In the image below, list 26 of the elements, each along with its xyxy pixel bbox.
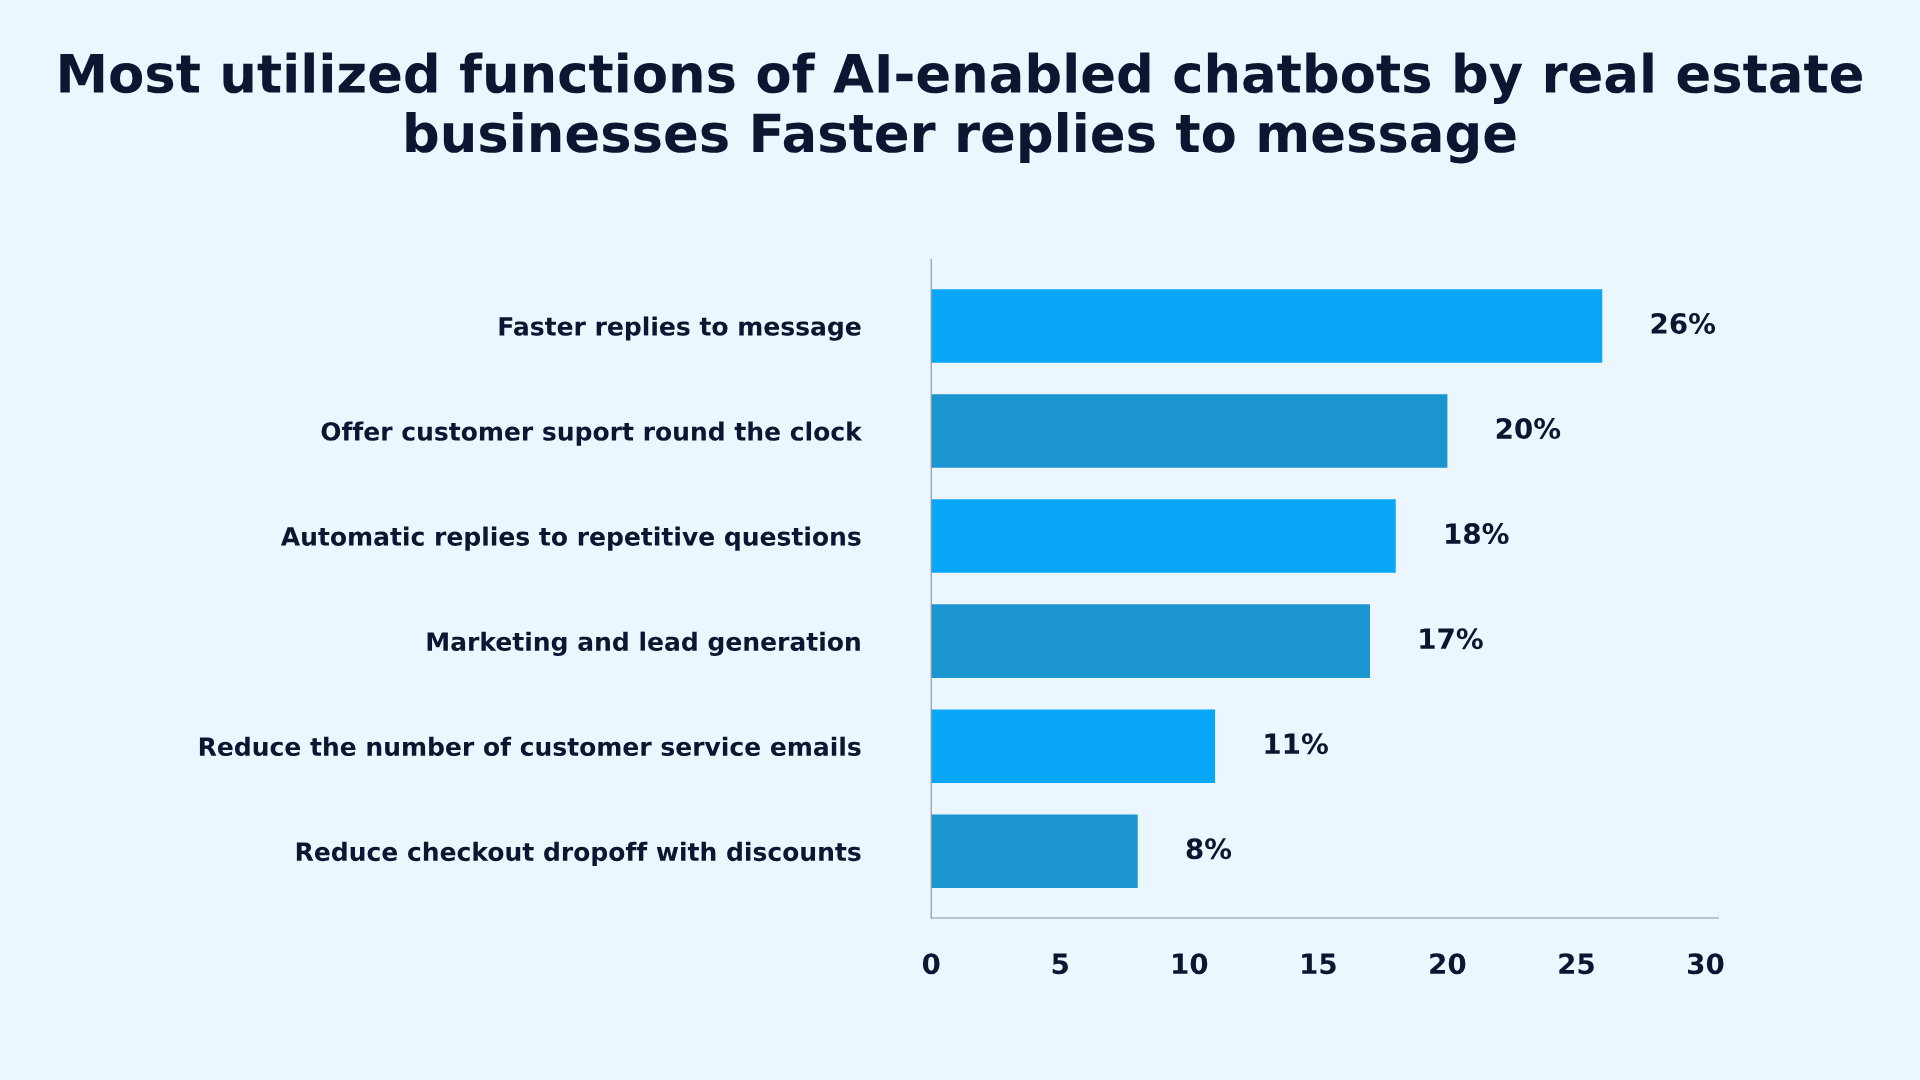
bar	[931, 289, 1603, 363]
bar	[931, 394, 1448, 468]
data-label: 20%	[1496, 418, 1561, 440]
y-tick-label: Reduce checkout dropoff with discounts	[296, 841, 861, 866]
x-tick-label: 15	[1302, 953, 1336, 975]
x-tick-label: 20	[1430, 953, 1466, 975]
y-tick-label: Automatic replies to repetitive questions	[280, 526, 861, 551]
bar	[931, 499, 1396, 573]
chart-title: Most utilized functions of AI-enabled chatbots by real estate businesses Faster replies to message	[60, 52, 1862, 164]
y-tick-label: Reduce the number of customer service emails	[199, 736, 861, 757]
x-tick-label: 25	[1559, 953, 1594, 975]
x-tick-label: 5	[1052, 953, 1068, 975]
x-tick-label: 30	[1688, 953, 1724, 975]
y-tick-label: Faster replies to message	[499, 316, 861, 341]
data-label: 11%	[1265, 733, 1328, 755]
x-tick-label: 10	[1173, 953, 1208, 975]
data-label: 17%	[1420, 628, 1483, 650]
y-tick-label: Offer customer suport round the clock	[321, 421, 863, 446]
data-label: 8%	[1186, 838, 1232, 860]
bar	[931, 604, 1370, 678]
data-label: 18%	[1446, 523, 1509, 545]
bar	[931, 814, 1138, 889]
data-label: 26%	[1651, 312, 1716, 334]
x-tick-label: 0	[922, 953, 940, 975]
y-tick-label: Marketing and lead generation	[427, 631, 860, 657]
bar	[931, 709, 1216, 783]
